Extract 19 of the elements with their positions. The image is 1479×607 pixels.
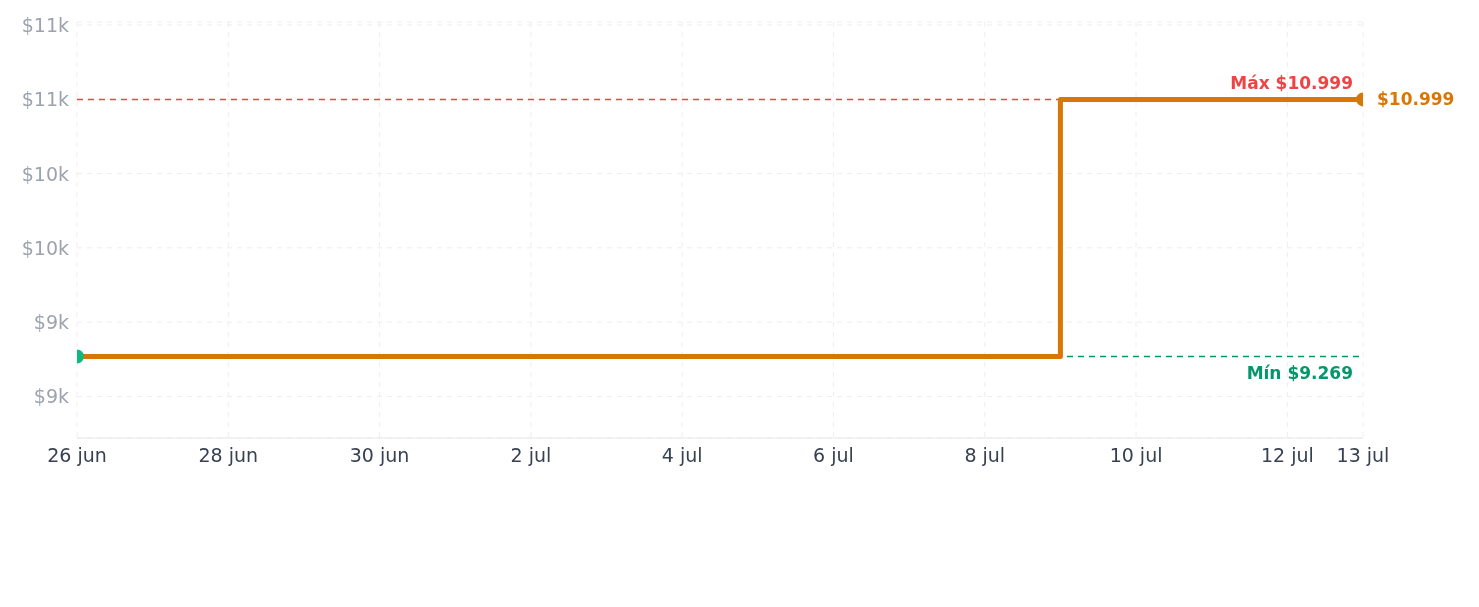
y-tick-label: $11k bbox=[21, 88, 69, 111]
x-tick-label: 13 jul bbox=[1336, 444, 1390, 466]
x-tick-label: 30 jun bbox=[349, 444, 410, 466]
y-tick-label: $10k bbox=[21, 162, 69, 185]
x-tick-label: 6 jul bbox=[813, 444, 854, 466]
ref-line-label: Mín $9.269 bbox=[1246, 362, 1353, 383]
y-tick-label: $9k bbox=[33, 385, 69, 408]
data-label: $10.999 bbox=[1377, 89, 1455, 110]
x-tick-label: 12 jul bbox=[1260, 444, 1314, 466]
x-tick-label: 26 jun bbox=[47, 444, 107, 466]
x-tick-label: 10 jul bbox=[1109, 444, 1163, 466]
y-tick-label: $9k bbox=[33, 311, 69, 334]
x-tick-label: 28 jun bbox=[198, 444, 259, 466]
x-tick-label: 4 jul bbox=[661, 444, 703, 466]
y-tick-label: $10k bbox=[21, 236, 69, 259]
x-tick-label: 2 jul bbox=[510, 444, 552, 466]
ref-line-label: Máx $10.999 bbox=[1230, 73, 1353, 94]
x-tick-label: 8 jul bbox=[964, 444, 1006, 466]
y-tick-label: $11k bbox=[21, 13, 69, 36]
